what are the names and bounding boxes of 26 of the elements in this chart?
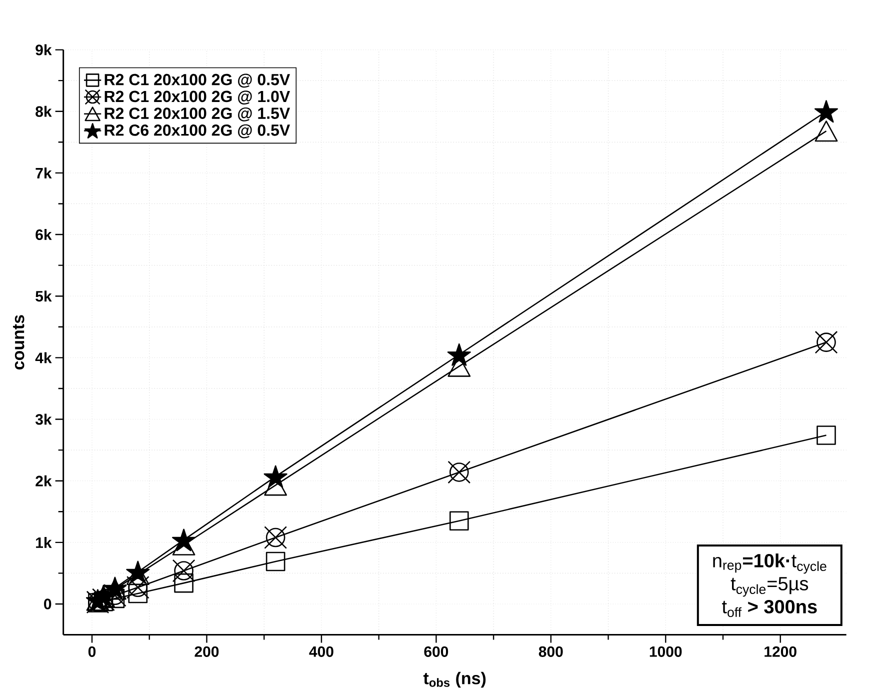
x-tick-label: 400 (309, 646, 334, 657)
x-tick-label: 200 (194, 646, 219, 657)
y-tick-label: 2k (36, 475, 52, 486)
legend-label: R2 C6 20x100 2G @ 0.5V (104, 124, 290, 138)
legend-label: R2 C1 20x100 2G @ 0.5V (104, 74, 290, 88)
y-tick-label: 0 (44, 598, 52, 610)
y-axis-title: counts (12, 315, 24, 370)
y-tick-label: 6k (36, 229, 52, 240)
y-tick-label: 8k (36, 106, 52, 117)
y-tick-label: 3k (35, 414, 52, 425)
x-tick-label: 1200 (764, 646, 796, 657)
y-tick-label: 1k (36, 536, 52, 548)
y-tick-label: 4k (35, 352, 52, 364)
x-tick-label: 800 (538, 646, 563, 657)
y-tick-label: 7k (36, 168, 52, 178)
legend-label: R2 C1 20x100 2G @ 1.0V (104, 90, 290, 104)
x-axis-title: t$_{obs}$ (ns) (423, 672, 486, 688)
annotation: t$_{cycle}$=5µs (730, 577, 808, 597)
x-tick-label: 0 (88, 646, 96, 657)
annotation: t$_{off}$ > 300ns (722, 600, 817, 618)
legend-label: R2 C1 20x100 2G @ 1.5V (104, 107, 290, 122)
annotation: n$_{rep}$=10k·t$_{cycle}$ (713, 553, 826, 574)
y-tick-label: 5k (36, 290, 52, 302)
y-tick-label: 9k (36, 44, 52, 56)
x-tick-label: 1000 (650, 646, 682, 657)
x-tick-label: 600 (424, 646, 448, 657)
